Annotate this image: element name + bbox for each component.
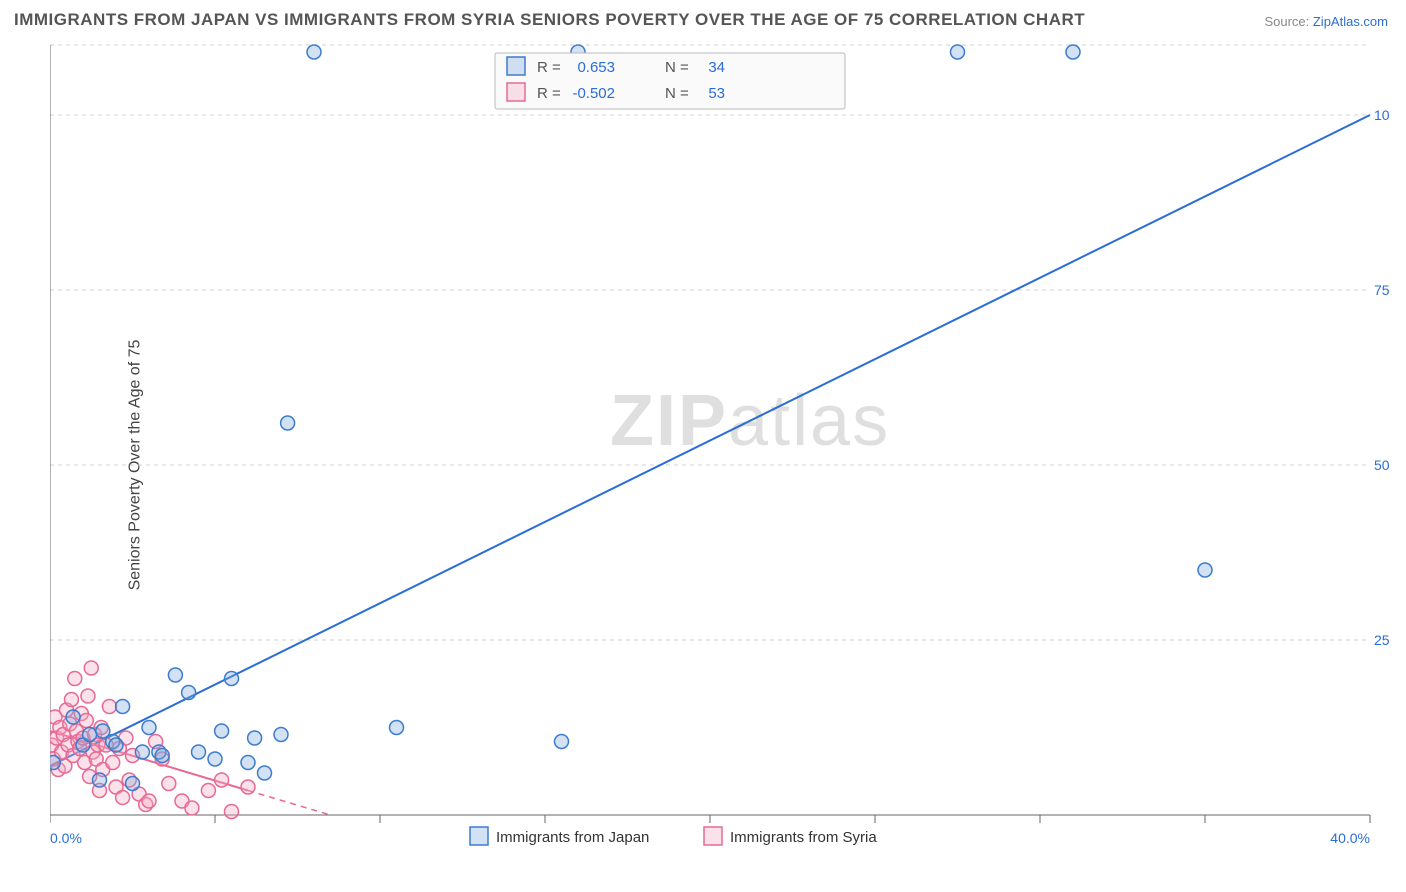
svg-text:0.653: 0.653	[577, 59, 615, 76]
correlation-legend: R = 0.653 N = 34 R = -0.502 N = 53	[495, 53, 845, 109]
chart-title: IMMIGRANTS FROM JAPAN VS IMMIGRANTS FROM…	[14, 10, 1085, 30]
svg-text:Immigrants from Syria: Immigrants from Syria	[730, 829, 877, 846]
svg-text:N =: N =	[665, 59, 689, 76]
y-tick-labels: 25.0% 50.0% 75.0% 100.0%	[1374, 107, 1390, 648]
svg-text:N =: N =	[665, 85, 689, 102]
svg-text:0.0%: 0.0%	[50, 830, 82, 846]
svg-text:75.0%: 75.0%	[1374, 282, 1390, 298]
chart-container: Seniors Poverty Over the Age of 75 ZIPat…	[0, 35, 1406, 892]
svg-text:53: 53	[708, 85, 725, 102]
svg-text:34: 34	[708, 59, 725, 76]
svg-text:25.0%: 25.0%	[1374, 632, 1390, 648]
scatter-chart: ZIPatlas R =0.653N =34R =-0.502N =53 Imm…	[50, 35, 1390, 865]
svg-text:Immigrants from Japan: Immigrants from Japan	[496, 829, 649, 846]
svg-text:-0.502: -0.502	[572, 85, 615, 102]
svg-text:100.0%: 100.0%	[1374, 107, 1390, 123]
svg-text:R =: R =	[537, 85, 561, 102]
source-prefix: Source:	[1264, 14, 1312, 29]
svg-text:40.0%: 40.0%	[1330, 830, 1370, 846]
svg-text:50.0%: 50.0%	[1374, 457, 1390, 473]
gridlines	[50, 45, 1370, 640]
source-credit: Source: ZipAtlas.com	[1264, 14, 1388, 29]
svg-text:R =: R =	[537, 59, 561, 76]
source-link[interactable]: ZipAtlas.com	[1313, 14, 1388, 29]
series-legend: Immigrants from Japan Immigrants from Syr…	[470, 827, 877, 846]
